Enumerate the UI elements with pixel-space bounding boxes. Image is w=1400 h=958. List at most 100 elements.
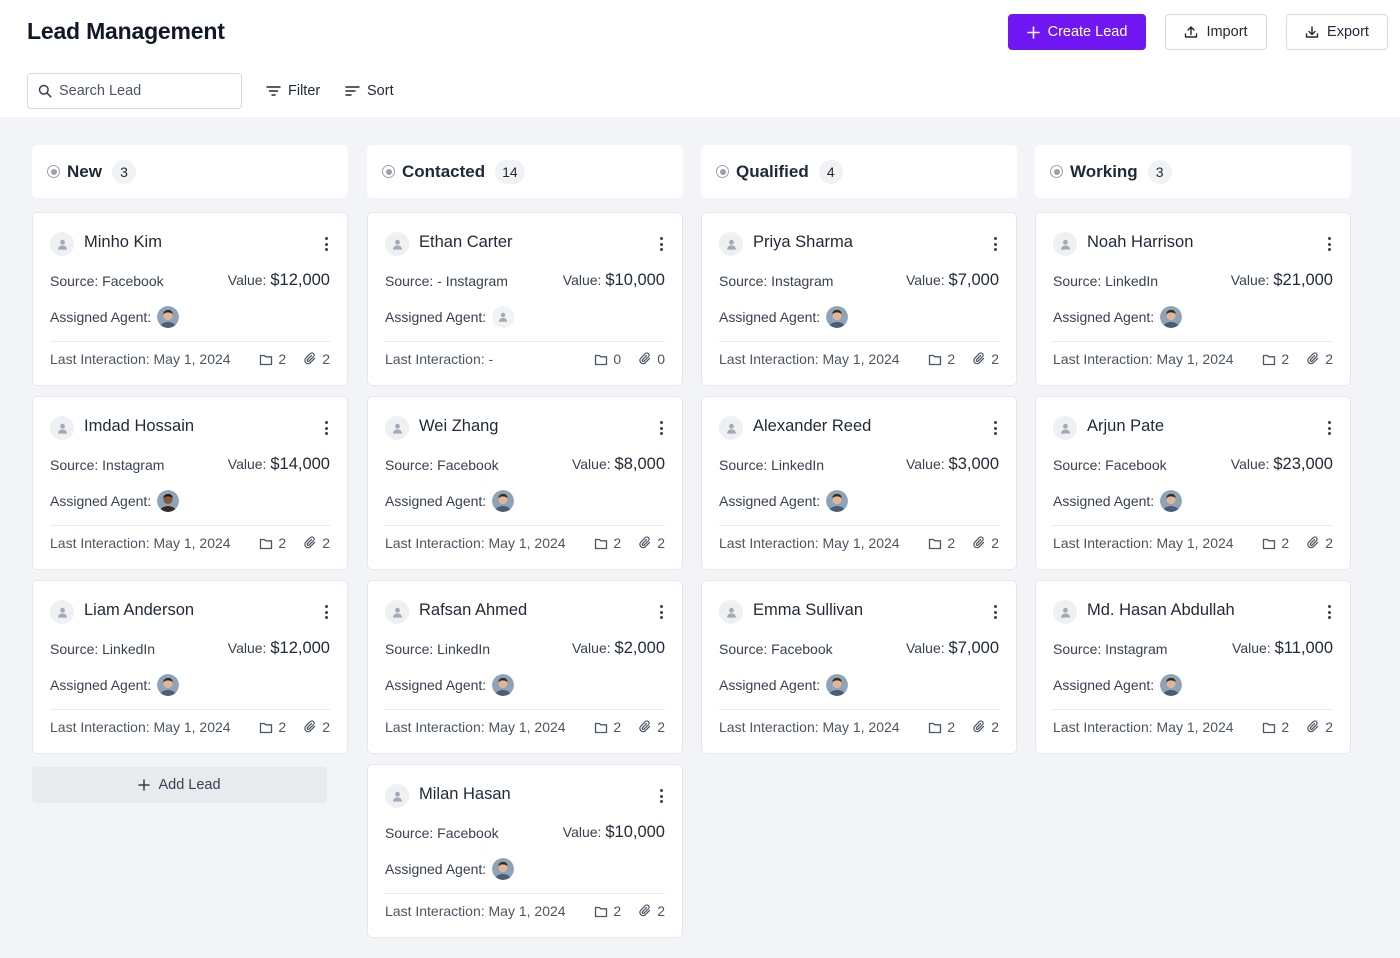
source-value: Facebook (437, 457, 499, 473)
last-interaction-date: May 1, 2024 (153, 351, 231, 367)
agent-avatar[interactable] (492, 490, 515, 512)
card-divider (385, 893, 665, 894)
agent-avatar[interactable] (157, 306, 180, 328)
agent-avatar[interactable] (1160, 490, 1183, 512)
lead-card[interactable]: Rafsan Ahmed Source: LinkedIn Value: $2,00… (367, 580, 683, 754)
lead-card[interactable]: Minho Kim Source: Facebook Value: $12,000 A… (32, 212, 348, 386)
more-options-icon[interactable] (656, 419, 666, 437)
source-label: Source: (1053, 457, 1102, 473)
agent-avatar[interactable] (826, 490, 849, 512)
lead-source: Source: LinkedIn (385, 641, 490, 657)
attachments-count: 2 (991, 719, 999, 735)
lead-card[interactable]: Liam Anderson Source: LinkedIn Value: $12,… (32, 580, 348, 754)
source-value: Facebook (771, 641, 833, 657)
lead-card[interactable]: Imdad Hossain Source: Instagram Value: $14… (32, 396, 348, 570)
more-options-icon[interactable] (1324, 419, 1334, 437)
lead-value: Value: $11,000 (1232, 639, 1333, 658)
notes-count: 2 (613, 903, 622, 919)
attachment-icon (973, 352, 985, 365)
attachments-count: 2 (657, 903, 665, 919)
agent-avatar[interactable] (157, 490, 180, 512)
agent-avatar-empty[interactable] (492, 306, 515, 328)
lead-avatar (50, 600, 74, 624)
assigned-agent: Assigned Agent: (719, 489, 849, 513)
more-options-icon[interactable] (1324, 603, 1334, 621)
status-dot-icon (382, 165, 395, 178)
last-interaction-label: Last Interaction: (1053, 351, 1153, 367)
lead-card[interactable]: Ethan Carter Source: - Instagram Value: $1… (367, 212, 683, 386)
note-icon (260, 354, 273, 365)
lead-name: Minho Kim (84, 233, 162, 251)
more-options-icon[interactable] (656, 787, 666, 805)
more-options-icon[interactable] (1324, 235, 1334, 253)
value-amount: $12,000 (270, 639, 330, 657)
notes-count: 2 (613, 719, 622, 735)
assigned-agent-label: Assigned Agent: (385, 861, 487, 877)
more-options-icon[interactable] (990, 419, 1000, 437)
lead-name: Rafsan Ahmed (419, 601, 528, 619)
search-box[interactable] (27, 73, 242, 109)
assigned-agent-label: Assigned Agent: (719, 493, 821, 509)
lead-avatar (385, 416, 409, 440)
note-icon (595, 354, 608, 365)
more-options-icon[interactable] (321, 603, 331, 621)
lead-card[interactable]: Md. Hasan Abdullah Source: Instagram Value… (1035, 580, 1351, 754)
source-value: Instagram (102, 457, 165, 473)
more-options-icon[interactable] (656, 235, 666, 253)
more-options-icon[interactable] (656, 603, 666, 621)
import-button[interactable]: Import (1165, 14, 1267, 50)
export-button[interactable]: Export (1286, 14, 1388, 50)
last-interaction-label: Last Interaction: (385, 535, 485, 551)
lead-card[interactable]: Emma Sullivan Source: Facebook Value: $7,0… (701, 580, 1017, 754)
person-icon (1060, 239, 1070, 250)
filter-icon (266, 86, 281, 96)
last-interaction-date: May 1, 2024 (488, 719, 566, 735)
search-input[interactable] (59, 83, 229, 99)
agent-avatar[interactable] (826, 674, 849, 696)
value-amount: $7,000 (948, 271, 999, 289)
filter-button[interactable]: Filter (266, 80, 320, 102)
source-value: Facebook (102, 273, 164, 289)
lead-card[interactable]: Priya Sharma Source: Instagram Value: $7,0… (701, 212, 1017, 386)
create-lead-button[interactable]: Create Lead (1008, 14, 1146, 50)
lead-card[interactable]: Wei Zhang Source: Facebook Value: $8,000 As… (367, 396, 683, 570)
add-lead-button[interactable]: Add Lead (32, 767, 327, 803)
agent-avatar[interactable] (492, 858, 515, 880)
lead-name: Wei Zhang (419, 417, 499, 435)
more-options-icon[interactable] (990, 235, 1000, 253)
lead-card[interactable]: Milan Hasan Source: Facebook Value: $10,00… (367, 764, 683, 938)
note-icon (929, 354, 942, 365)
agent-avatar[interactable] (826, 306, 849, 328)
agent-avatar[interactable] (157, 674, 180, 696)
agent-avatar[interactable] (492, 674, 515, 696)
agent-avatar[interactable] (1160, 674, 1183, 696)
sort-button[interactable]: Sort (345, 80, 394, 102)
status-dot-icon (47, 165, 60, 178)
value-amount: $12,000 (270, 271, 330, 289)
lead-name: Arjun Pate (1087, 417, 1165, 435)
assigned-agent-label: Assigned Agent: (1053, 493, 1155, 509)
filter-label: Filter (288, 83, 321, 99)
plus-icon (138, 779, 151, 791)
more-options-icon[interactable] (321, 235, 331, 253)
lead-value: Value: $10,000 (563, 823, 665, 842)
more-options-icon[interactable] (990, 603, 1000, 621)
source-label: Source: (385, 825, 434, 841)
lead-card[interactable]: Arjun Pate Source: Facebook Value: $23,000… (1035, 396, 1351, 570)
column-qualified: Qualified 4 Priya Sharma Source: Instagram V… (701, 145, 1017, 754)
lead-source: Source: - Instagram (385, 273, 508, 289)
assigned-agent-label: Assigned Agent: (385, 677, 487, 693)
column-header: Contacted 14 (367, 145, 683, 198)
lead-avatar (1053, 416, 1077, 440)
lead-card[interactable]: Alexander Reed Source: LinkedIn Value: $3,… (701, 396, 1017, 570)
agent-avatar[interactable] (1160, 306, 1183, 328)
lead-card[interactable]: Noah Harrison Source: LinkedIn Value: $21,… (1035, 212, 1351, 386)
last-interaction-label: Last Interaction: (719, 719, 819, 735)
lead-avatar (719, 416, 743, 440)
assigned-agent: Assigned Agent: (1053, 673, 1183, 697)
last-interaction-label: Last Interaction: (719, 351, 819, 367)
last-interaction-date: May 1, 2024 (822, 535, 900, 551)
more-options-icon[interactable] (321, 419, 331, 437)
